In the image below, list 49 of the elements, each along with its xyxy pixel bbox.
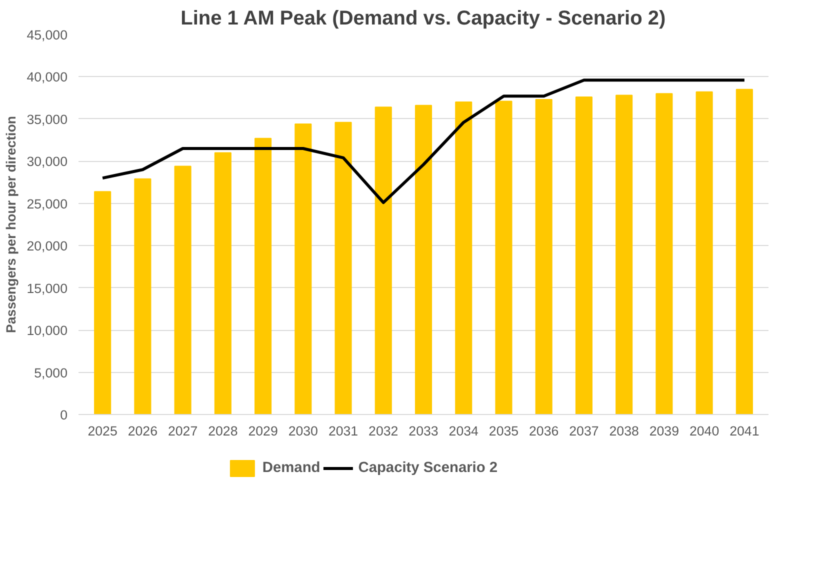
x-tick-label: 2028 bbox=[208, 424, 238, 438]
x-tick-label: 2026 bbox=[128, 424, 158, 438]
bar bbox=[616, 94, 633, 414]
x-tick-label: 2025 bbox=[88, 424, 118, 438]
bar bbox=[455, 102, 472, 414]
y-tick-label: 30,000 bbox=[26, 154, 68, 170]
y-tick-label: 45,000 bbox=[26, 28, 68, 42]
x-tick-label: 2031 bbox=[328, 424, 358, 438]
x-tick-label: 2037 bbox=[569, 424, 599, 438]
x-tick-label: 2030 bbox=[288, 424, 318, 438]
y-tick-label: 40,000 bbox=[26, 70, 68, 85]
x-tick-label: 2038 bbox=[609, 424, 639, 438]
x-tick-label: 2041 bbox=[730, 424, 760, 438]
bar bbox=[334, 122, 352, 414]
y-axis-title: Passengers per hour per direction bbox=[4, 116, 19, 334]
chart-title: Line 1 AM Peak (Demand vs. Capacity - Scenario 2) bbox=[180, 8, 666, 30]
bar bbox=[656, 93, 673, 414]
bar bbox=[294, 124, 312, 414]
x-tick-label: 2029 bbox=[248, 424, 278, 438]
line-series bbox=[101, 78, 746, 204]
bar bbox=[94, 191, 112, 414]
y-tick-label: 25,000 bbox=[26, 196, 68, 212]
x-tick-label: 2036 bbox=[529, 424, 559, 438]
y-tick-label: 35,000 bbox=[26, 112, 68, 127]
x-tick-label: 2033 bbox=[408, 424, 438, 438]
bar bbox=[736, 88, 753, 414]
bar bbox=[495, 100, 512, 414]
x-tick-label: 2040 bbox=[689, 424, 720, 438]
bar bbox=[696, 91, 713, 414]
legend-label: Demand bbox=[262, 460, 320, 476]
bar bbox=[254, 138, 272, 414]
x-tick-label: 2032 bbox=[368, 424, 398, 438]
bar bbox=[535, 99, 552, 414]
bar bbox=[575, 96, 592, 414]
bar bbox=[174, 166, 192, 414]
x-tick-label: 2039 bbox=[649, 424, 680, 438]
bar bbox=[414, 104, 432, 414]
x-tick-label: 2034 bbox=[448, 424, 480, 438]
y-tick-label: 10,000 bbox=[26, 323, 68, 338]
y-tick-label: 0 bbox=[60, 408, 68, 422]
bar bbox=[374, 106, 392, 414]
y-tick-label: 20,000 bbox=[26, 238, 68, 254]
y-tick-label: 5,000 bbox=[34, 365, 68, 380]
legend-label: Capacity Scenario 2 bbox=[358, 460, 498, 476]
bar bbox=[134, 178, 152, 414]
x-tick-label: 2035 bbox=[488, 424, 519, 438]
y-tick-label: 15,000 bbox=[26, 280, 68, 296]
bar bbox=[214, 152, 232, 414]
x-tick-label: 2027 bbox=[168, 424, 198, 438]
